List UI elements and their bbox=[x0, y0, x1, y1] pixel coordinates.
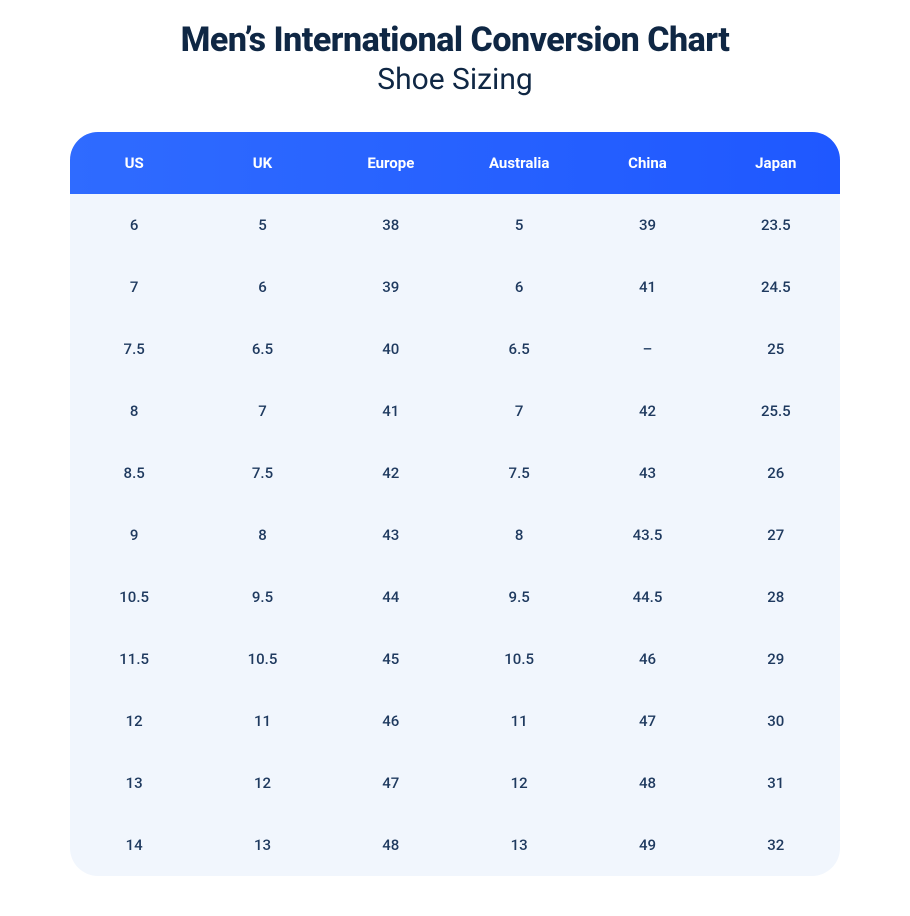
table-cell: 7 bbox=[455, 402, 583, 420]
table-cell: 9 bbox=[70, 526, 198, 544]
table-row: 653853923.5 bbox=[70, 194, 840, 256]
table-cell: 30 bbox=[712, 712, 840, 730]
table-cell: 44.5 bbox=[583, 588, 711, 606]
table-cell: 39 bbox=[583, 216, 711, 234]
page-title: Men’s International Conversion Chart bbox=[0, 20, 910, 60]
table-cell: 46 bbox=[583, 650, 711, 668]
table-body: 653853923.5763964124.57.56.5406.5–258741… bbox=[70, 194, 840, 876]
table-cell: 6.5 bbox=[455, 340, 583, 358]
table-cell: 6 bbox=[198, 278, 326, 296]
table-header-row: US UK Europe Australia China Japan bbox=[70, 132, 840, 194]
table-cell: 7.5 bbox=[70, 340, 198, 358]
col-header-europe: Europe bbox=[327, 154, 455, 172]
table-cell: 12 bbox=[198, 774, 326, 792]
table-cell: 46 bbox=[327, 712, 455, 730]
table-cell: 47 bbox=[327, 774, 455, 792]
table-cell: 43.5 bbox=[583, 526, 711, 544]
table-cell: 9.5 bbox=[198, 588, 326, 606]
table-cell: 13 bbox=[70, 774, 198, 792]
table-cell: 29 bbox=[712, 650, 840, 668]
table-cell: 7.5 bbox=[455, 464, 583, 482]
table-cell: 10.5 bbox=[455, 650, 583, 668]
table-row: 121146114730 bbox=[70, 690, 840, 752]
table-cell: 6 bbox=[455, 278, 583, 296]
table-cell: 25 bbox=[712, 340, 840, 358]
table-cell: 49 bbox=[583, 836, 711, 854]
table-row: 10.59.5449.544.528 bbox=[70, 566, 840, 628]
table-row: 8.57.5427.54326 bbox=[70, 442, 840, 504]
table-cell: 8 bbox=[70, 402, 198, 420]
table-cell: 24.5 bbox=[712, 278, 840, 296]
table-row: 141348134932 bbox=[70, 814, 840, 876]
table-cell: 13 bbox=[198, 836, 326, 854]
table-cell: 6 bbox=[70, 216, 198, 234]
conversion-table: US UK Europe Australia China Japan 65385… bbox=[70, 132, 840, 876]
table-cell: 6.5 bbox=[198, 340, 326, 358]
table-cell: 7 bbox=[198, 402, 326, 420]
table-cell: 48 bbox=[583, 774, 711, 792]
table-cell: 7 bbox=[70, 278, 198, 296]
table-row: 874174225.5 bbox=[70, 380, 840, 442]
table-cell: 41 bbox=[327, 402, 455, 420]
table-cell: 11 bbox=[198, 712, 326, 730]
table-cell: 12 bbox=[70, 712, 198, 730]
table-cell: 47 bbox=[583, 712, 711, 730]
table-cell: 8.5 bbox=[70, 464, 198, 482]
col-header-australia: Australia bbox=[455, 154, 583, 172]
col-header-japan: Japan bbox=[712, 154, 840, 172]
table-cell: 48 bbox=[327, 836, 455, 854]
table-cell: 25.5 bbox=[712, 402, 840, 420]
table-cell: 13 bbox=[455, 836, 583, 854]
table-cell: 42 bbox=[327, 464, 455, 482]
table-cell: 38 bbox=[327, 216, 455, 234]
table-cell: 43 bbox=[583, 464, 711, 482]
table-row: 7.56.5406.5–25 bbox=[70, 318, 840, 380]
table-cell: 9.5 bbox=[455, 588, 583, 606]
table-cell: 5 bbox=[198, 216, 326, 234]
table-cell: 5 bbox=[455, 216, 583, 234]
table-cell: 12 bbox=[455, 774, 583, 792]
table-cell: 32 bbox=[712, 836, 840, 854]
table-row: 763964124.5 bbox=[70, 256, 840, 318]
table-cell: 26 bbox=[712, 464, 840, 482]
col-header-uk: UK bbox=[198, 154, 326, 172]
table-cell: 41 bbox=[583, 278, 711, 296]
table-cell: – bbox=[583, 340, 711, 358]
table-row: 131247124831 bbox=[70, 752, 840, 814]
table-cell: 10.5 bbox=[70, 588, 198, 606]
page-subtitle: Shoe Sizing bbox=[0, 62, 910, 97]
table-cell: 28 bbox=[712, 588, 840, 606]
table-cell: 42 bbox=[583, 402, 711, 420]
table-cell: 23.5 bbox=[712, 216, 840, 234]
table-cell: 11 bbox=[455, 712, 583, 730]
table-cell: 10.5 bbox=[198, 650, 326, 668]
table-cell: 31 bbox=[712, 774, 840, 792]
col-header-us: US bbox=[70, 154, 198, 172]
col-header-china: China bbox=[583, 154, 711, 172]
table-cell: 8 bbox=[198, 526, 326, 544]
table-cell: 43 bbox=[327, 526, 455, 544]
table-cell: 44 bbox=[327, 588, 455, 606]
table-cell: 40 bbox=[327, 340, 455, 358]
table-cell: 27 bbox=[712, 526, 840, 544]
table-cell: 11.5 bbox=[70, 650, 198, 668]
table-cell: 39 bbox=[327, 278, 455, 296]
table-cell: 14 bbox=[70, 836, 198, 854]
table-cell: 7.5 bbox=[198, 464, 326, 482]
table-row: 9843843.527 bbox=[70, 504, 840, 566]
table-cell: 45 bbox=[327, 650, 455, 668]
table-cell: 8 bbox=[455, 526, 583, 544]
table-row: 11.510.54510.54629 bbox=[70, 628, 840, 690]
